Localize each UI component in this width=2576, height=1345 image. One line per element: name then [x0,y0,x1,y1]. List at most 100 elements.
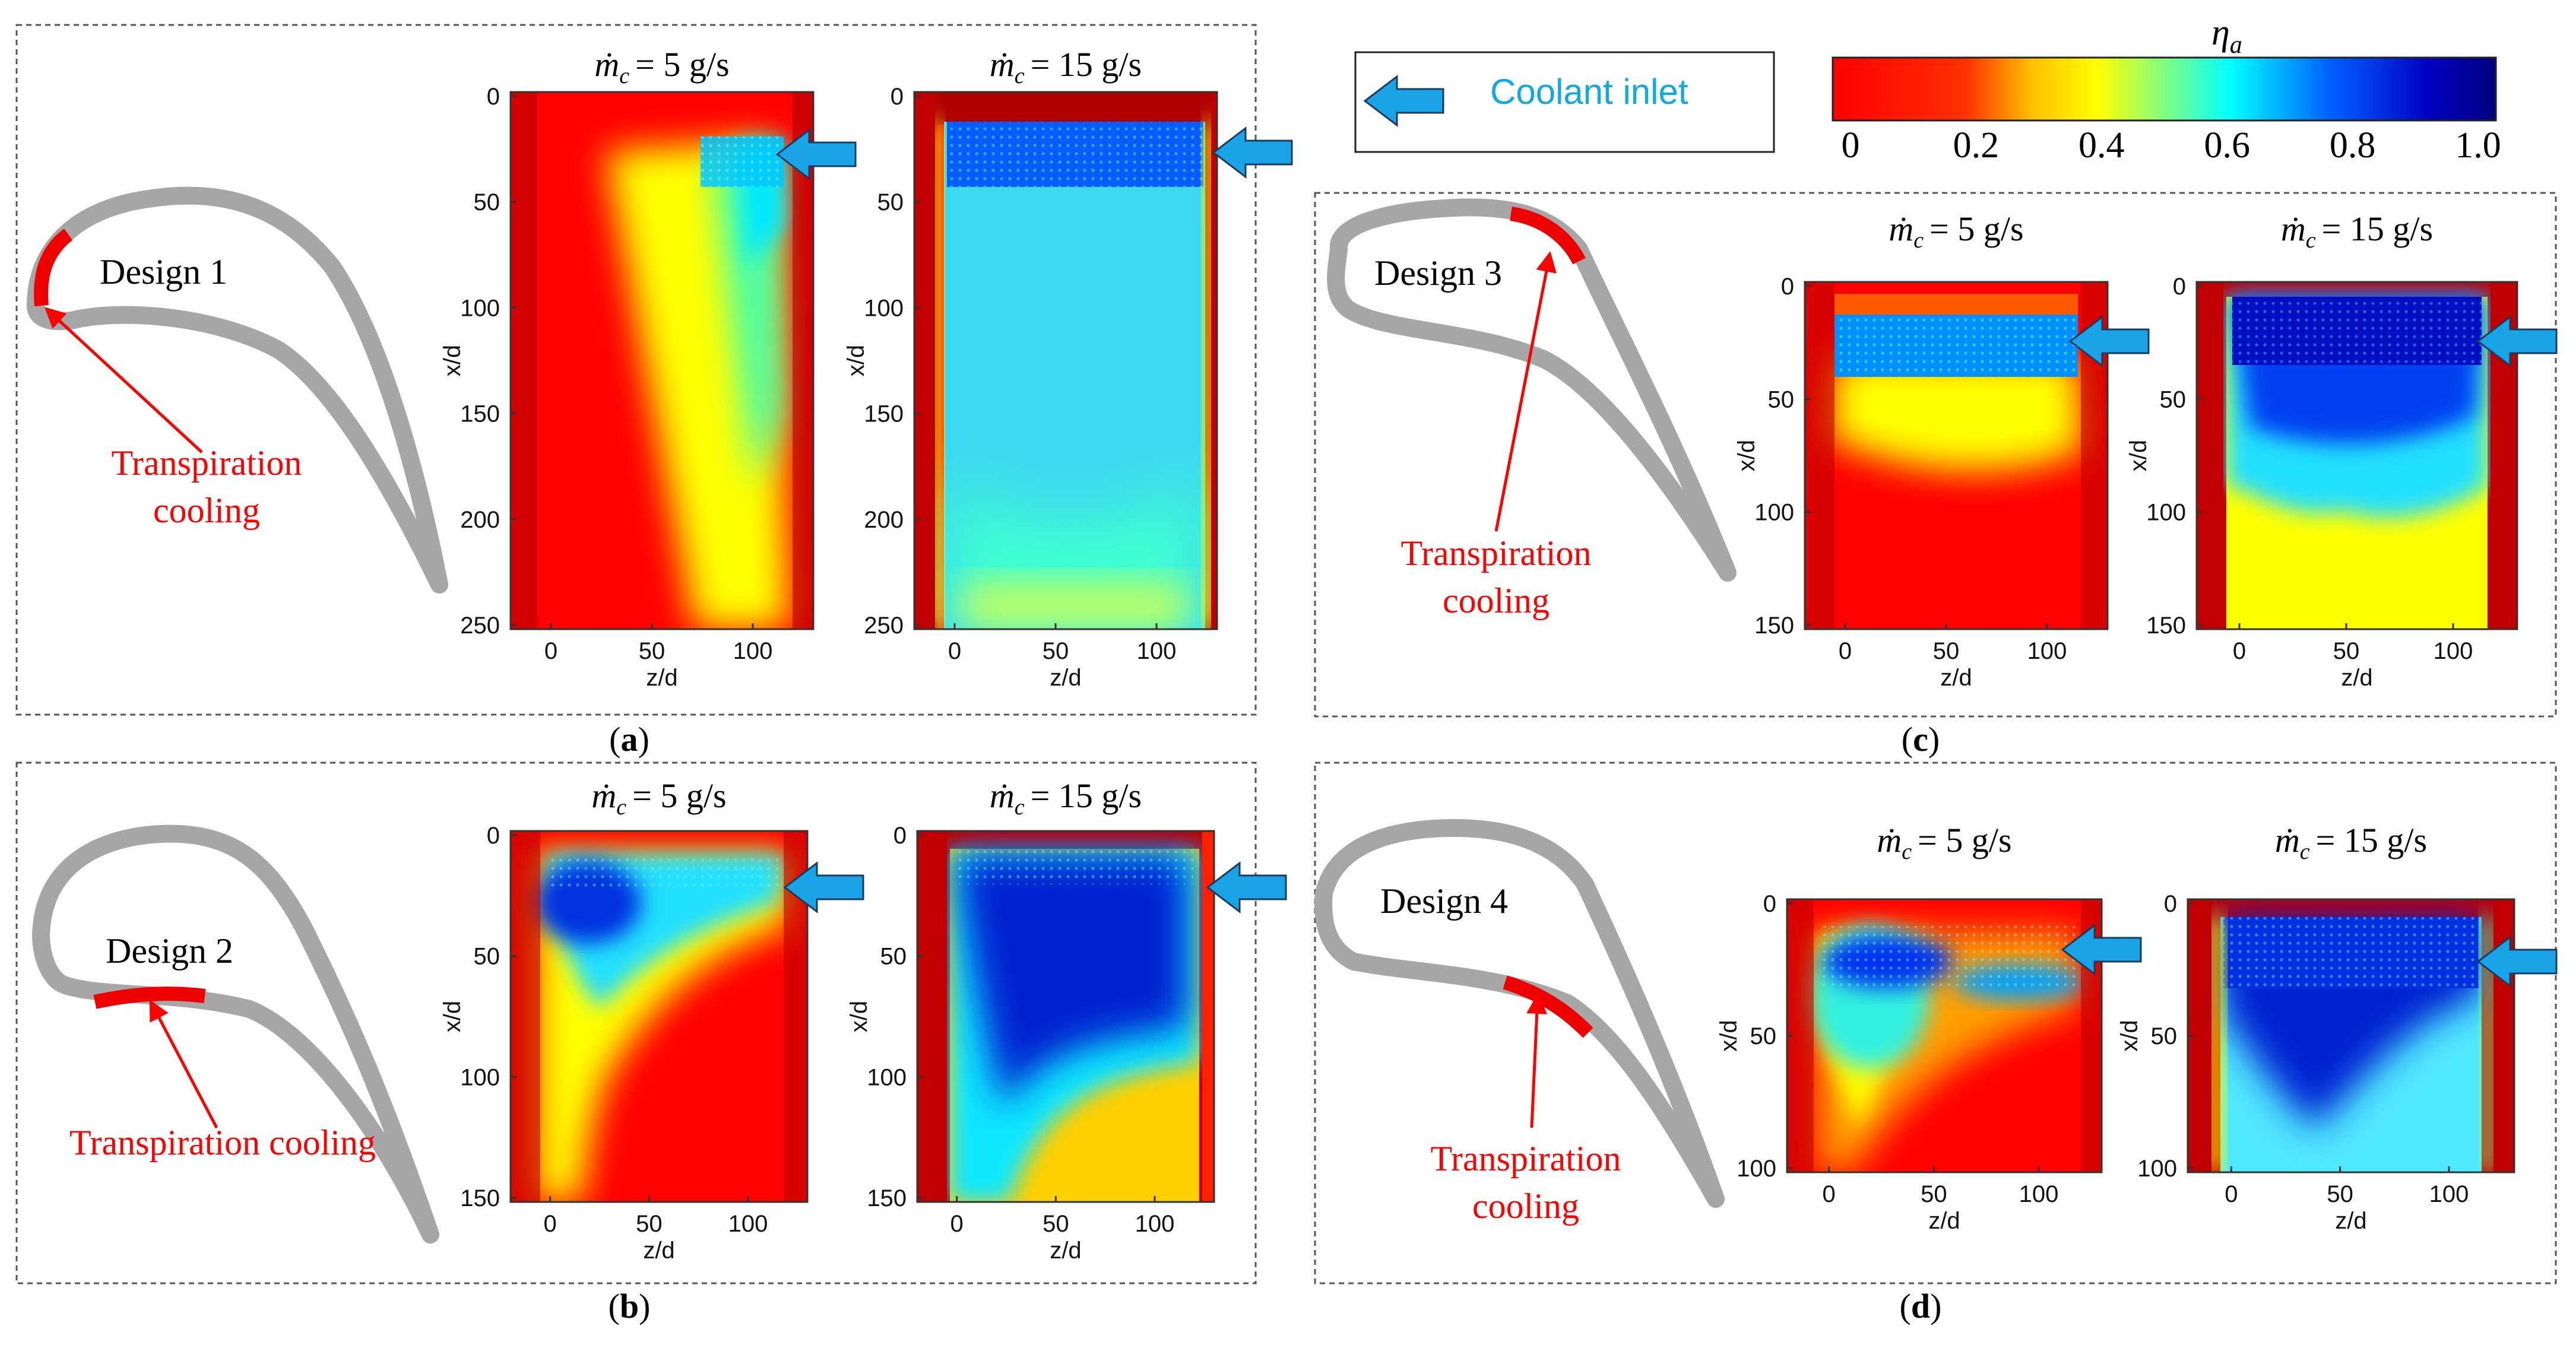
plot-title: ṁc = 15 g/s [2275,821,2427,864]
colorbar-tick: 0.2 [1953,125,2000,166]
transpiration-label: Transpiration [111,443,302,483]
panel-d-frame [1314,762,2557,1284]
x-axis-label: z/d [643,1238,674,1264]
x-tick-label: 100 [733,638,773,664]
design-label: Design 1 [100,252,227,291]
y-tick-label: 200 [460,507,500,533]
panel-b-frame [15,762,1257,1284]
design-label: Design 3 [1374,253,1502,293]
cooling-label: cooling [1472,1187,1579,1226]
annotation-arrow [44,307,203,453]
y-tick-label: 100 [460,295,500,321]
y-axis-label: x/d [1716,1020,1742,1051]
annotation-arrow [1526,993,1548,1128]
plot-frame [1804,281,2109,630]
y-tick-label: 150 [460,401,500,427]
plot-title: ṁc = 5 g/s [1877,821,2011,864]
plot-frame [913,91,1218,630]
x-axis-label: z/d [1050,1238,1081,1264]
plot-title: ṁc = 15 g/s [990,776,1142,820]
y-tick-label: 100 [460,1064,500,1090]
y-axis-label: x/d [439,1001,465,1032]
y-tick-label: 150 [867,1185,907,1211]
transpiration-label: Transpiration [1401,534,1591,573]
y-axis-label: x/d [2125,440,2152,471]
x-tick-label: 50 [1921,1181,1947,1207]
x-tick-label: 0 [2225,1181,2238,1207]
design-label: Design 2 [106,931,233,970]
y-tick-label: 150 [1754,613,1794,639]
x-tick-label: 50 [636,1211,663,1237]
plot-title: ṁc = 15 g/s [990,45,1142,88]
blade-sketch-design-3 [1327,198,1737,582]
y-tick-label: 250 [864,613,904,639]
colorbar-gradient [1832,56,2497,122]
x-tick-label: 50 [2333,638,2360,664]
x-tick-label: 0 [544,1211,557,1237]
panel-c-frame [1314,192,2557,718]
plot-frame [916,830,1215,1203]
x-tick-label: 50 [639,638,666,664]
heatmap-plot [2188,899,2514,1172]
y-tick-label: 0 [1763,891,1776,917]
y-tick-label: 100 [1754,500,1794,526]
annotation-arrow [149,999,218,1129]
y-tick-label: 100 [2137,1156,2177,1182]
x-tick-label: 50 [1043,638,1069,664]
y-tick-label: 0 [2164,891,2177,917]
x-axis-label: z/d [2335,1208,2366,1234]
x-axis-label: z/d [646,665,677,691]
x-tick-label: 0 [1839,638,1852,664]
y-tick-label: 0 [1781,274,1794,300]
y-tick-label: 100 [864,295,904,321]
x-axis-label: z/d [1928,1208,1960,1234]
heatmap-plot [511,92,813,629]
y-tick-label: 100 [2146,500,2186,526]
x-tick-label: 100 [2019,1181,2059,1207]
y-tick-label: 100 [1737,1156,1776,1182]
colorbar-tick: 0.4 [2078,125,2125,166]
y-tick-label: 200 [864,507,904,533]
blade-sketch-design-2 [32,824,439,1244]
x-tick-label: 0 [1823,1181,1836,1207]
x-tick-label: 50 [1933,638,1960,664]
y-tick-label: 0 [487,84,500,110]
coolant-arrow-icon [1212,127,1293,178]
y-tick-label: 0 [487,823,500,849]
x-tick-label: 0 [950,1211,964,1237]
y-tick-label: 50 [474,189,500,215]
x-tick-label: 0 [2233,638,2246,664]
y-tick-label: 50 [2160,386,2187,413]
y-tick-label: 50 [1750,1023,1777,1049]
coolant-arrow-icon [1206,862,1287,913]
plot-frame [2195,281,2518,630]
heatmap-plot [511,831,807,1202]
y-tick-label: 50 [474,944,500,970]
plot-title: ṁc = 5 g/s [594,45,729,88]
annotation-arrow [1494,251,1557,532]
y-axis-label: x/d [2116,1020,2143,1051]
x-tick-label: 100 [2429,1181,2469,1207]
plot-frame [509,830,809,1203]
x-tick-label: 50 [1043,1211,1069,1237]
y-axis-label: x/d [843,345,869,376]
heatmap-plot [914,92,1217,629]
plot-frame [509,91,815,630]
panel-letter: (d) [1900,1287,1942,1325]
x-tick-label: 100 [2434,638,2473,664]
transpiration-cooling-label: Transpiration cooling [69,1123,376,1162]
coolant-inlet-label: Coolant inlet [1490,72,1688,112]
y-tick-label: 0 [891,84,904,110]
heatmap-plot [1787,899,2102,1172]
x-axis-label: z/d [2341,665,2372,691]
y-tick-label: 100 [867,1064,907,1090]
y-tick-label: 150 [864,401,904,427]
y-tick-label: 150 [2146,613,2186,639]
axes-layer: 0 50 100 150 200 250 0 50 100 z/d x/d 0 50 100 150 200 2… [439,84,2473,1264]
x-tick-label: 100 [2027,638,2067,664]
y-tick-label: 150 [460,1185,500,1211]
y-tick-label: 0 [893,823,907,849]
panel-a-frame [15,24,1257,716]
heatmap-plot [2197,282,2517,629]
heatmap-plot [1805,282,2108,629]
